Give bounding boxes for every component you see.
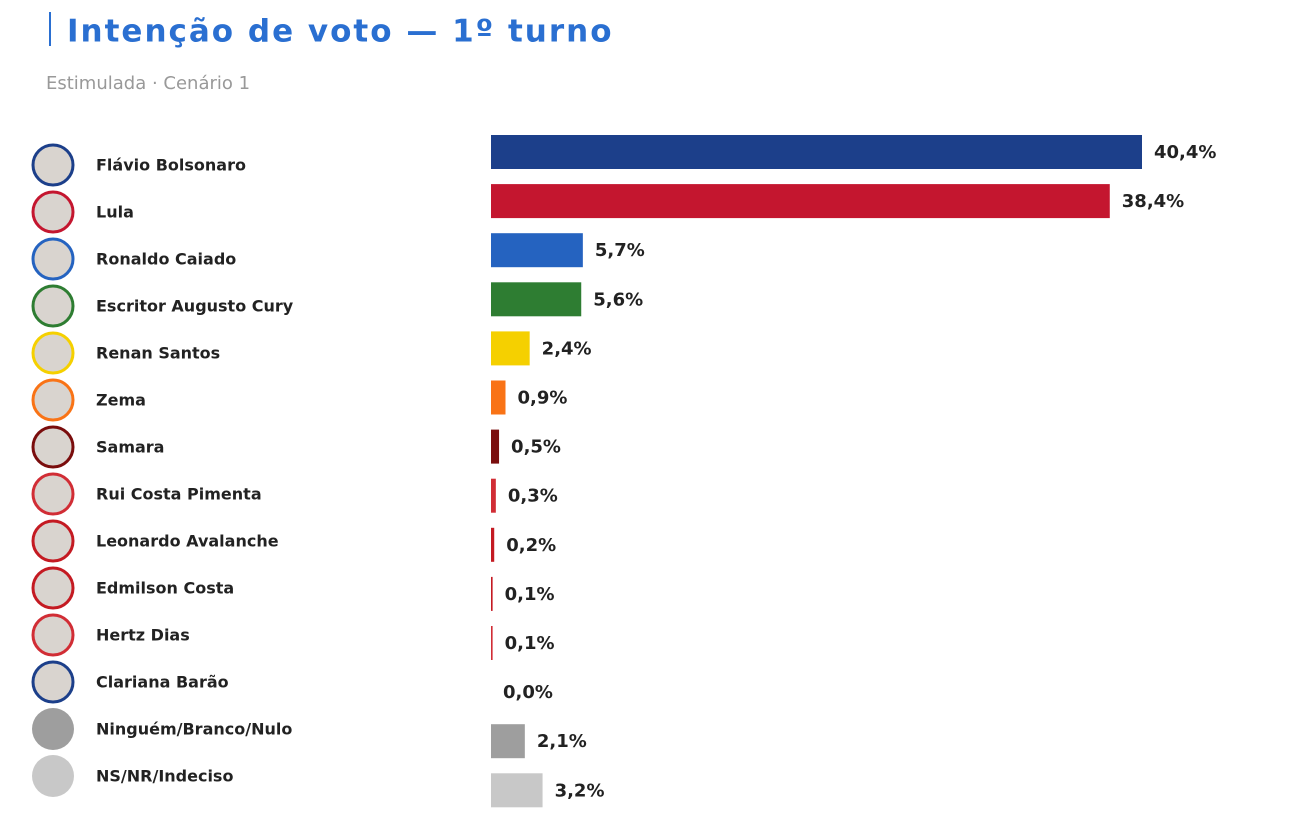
avatar bbox=[31, 143, 75, 187]
value-label: 3,2% bbox=[555, 780, 605, 801]
avatar bbox=[31, 566, 75, 610]
avatar bbox=[31, 472, 75, 516]
category-label: Ronaldo Caiado bbox=[96, 250, 236, 269]
value-label: 0,0% bbox=[503, 682, 553, 703]
avatar bbox=[31, 613, 75, 657]
bar bbox=[491, 233, 583, 268]
category-label: Hertz Dias bbox=[96, 626, 190, 645]
category-label: Zema bbox=[96, 391, 146, 410]
avatar bbox=[32, 708, 74, 750]
value-label: 38,4% bbox=[1122, 191, 1184, 212]
category-label: Edmilson Costa bbox=[96, 579, 234, 598]
bar bbox=[491, 626, 493, 660]
category-label: Escritor Augusto Cury bbox=[96, 297, 294, 316]
value-label: 0,9% bbox=[518, 388, 568, 409]
category-label: NS/NR/Indeciso bbox=[96, 767, 233, 786]
value-label: 0,2% bbox=[506, 535, 556, 556]
bar bbox=[491, 282, 582, 317]
bar bbox=[491, 429, 500, 464]
bar bbox=[491, 724, 525, 759]
bar bbox=[491, 576, 493, 611]
avatar bbox=[31, 331, 75, 375]
avatar bbox=[31, 660, 75, 704]
value-label: 40,4% bbox=[1154, 142, 1216, 163]
avatar bbox=[31, 190, 75, 234]
value-label: 0,1% bbox=[505, 633, 555, 654]
category-label: Renan Santos bbox=[96, 344, 220, 363]
category-label: Leonardo Avalanche bbox=[96, 532, 279, 551]
bar bbox=[491, 135, 1142, 169]
avatar bbox=[31, 519, 75, 563]
bar bbox=[491, 478, 496, 513]
chart-title: Intenção de voto — 1º turno bbox=[67, 14, 614, 50]
value-label: 0,3% bbox=[508, 486, 558, 507]
bar bbox=[491, 773, 543, 808]
value-label: 2,4% bbox=[542, 338, 592, 359]
category-label: Flávio Bolsonaro bbox=[96, 156, 246, 175]
category-label: Lula bbox=[96, 203, 134, 222]
chart-subtitle: Estimulada · Cenário 1 bbox=[46, 73, 250, 94]
bar bbox=[491, 380, 506, 415]
value-label: 5,7% bbox=[595, 240, 645, 261]
avatar bbox=[31, 425, 75, 469]
category-label: Ninguém/Branco/Nulo bbox=[96, 720, 292, 739]
value-label: 5,6% bbox=[593, 289, 643, 310]
avatar bbox=[31, 237, 75, 281]
category-label: Samara bbox=[96, 438, 164, 457]
value-label: 0,5% bbox=[511, 437, 561, 458]
bar bbox=[491, 184, 1110, 219]
bar bbox=[491, 527, 495, 562]
value-label: 0,1% bbox=[505, 584, 555, 605]
avatar bbox=[31, 378, 75, 422]
category-label: Rui Costa Pimenta bbox=[96, 485, 262, 504]
avatar bbox=[32, 755, 74, 797]
category-label: Clariana Barão bbox=[96, 673, 229, 692]
avatar bbox=[31, 284, 75, 328]
value-label: 2,1% bbox=[537, 731, 587, 752]
bar bbox=[491, 331, 530, 366]
